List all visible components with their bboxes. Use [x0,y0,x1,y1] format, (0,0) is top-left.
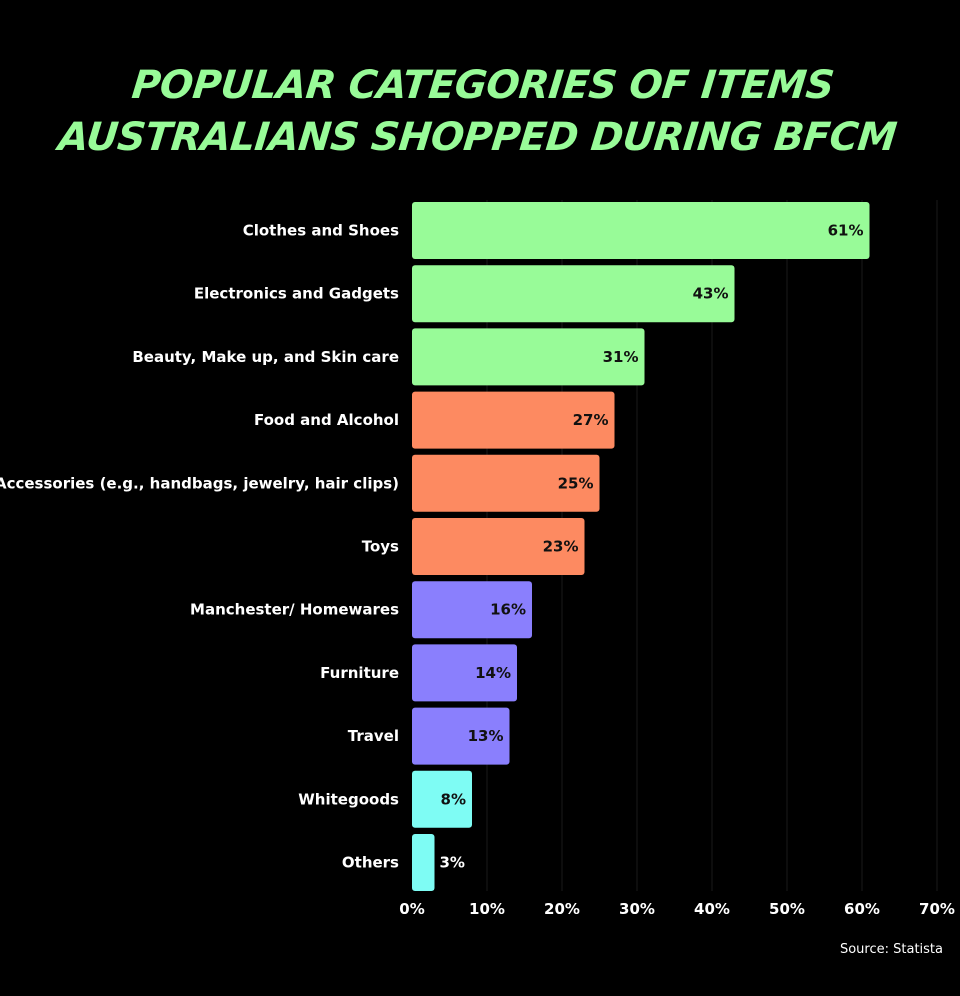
value-label-2: 43% [693,285,729,303]
category-label-5: Accessories (e.g., handbags, jewelry, ha… [0,474,399,492]
bar-10 [412,770,472,828]
value-label-11: 3% [440,854,465,872]
value-label-5: 25% [558,474,594,492]
value-label-10: 8% [441,790,466,808]
x-tick-label-0: 0% [399,900,424,918]
x-tick-label-60: 60% [844,900,880,918]
x-tick-label-20: 20% [544,900,580,918]
x-tick-label-30: 30% [619,900,655,918]
category-label-7: Manchester/ Homewares [190,601,399,619]
category-label-2: Electronics and Gadgets [194,285,399,303]
value-label-9: 13% [468,727,504,745]
bar-4 [412,391,615,449]
value-label-1: 61% [828,222,864,240]
source-note: Source: Statista [839,942,943,957]
bar-7 [412,581,532,639]
value-label-3: 31% [603,348,639,366]
bar-9 [412,707,510,765]
x-tick-label-40: 40% [694,900,730,918]
bar-5 [412,454,600,512]
value-label-8: 14% [475,664,511,682]
bar-2 [412,265,735,323]
category-label-6: Toys [362,538,399,556]
x-tick-label-70: 70% [919,900,955,918]
category-label-8: Furniture [320,664,399,682]
value-label-4: 27% [573,411,609,429]
category-label-4: Food and Alcohol [254,411,399,429]
x-tick-label-50: 50% [769,900,805,918]
bar-3 [412,328,645,386]
bar-11 [412,834,435,891]
category-label-9: Travel [348,727,399,745]
category-label-11: Others [342,854,399,872]
category-label-1: Clothes and Shoes [243,222,399,240]
value-label-6: 23% [543,538,579,556]
x-tick-label-10: 10% [469,900,505,918]
category-label-10: Whitegoods [298,790,399,808]
value-label-7: 16% [490,601,526,619]
bar-6 [412,518,585,575]
bar-1 [412,202,870,259]
bar-8 [412,644,517,702]
category-label-3: Beauty, Make up, and Skin care [132,348,399,366]
